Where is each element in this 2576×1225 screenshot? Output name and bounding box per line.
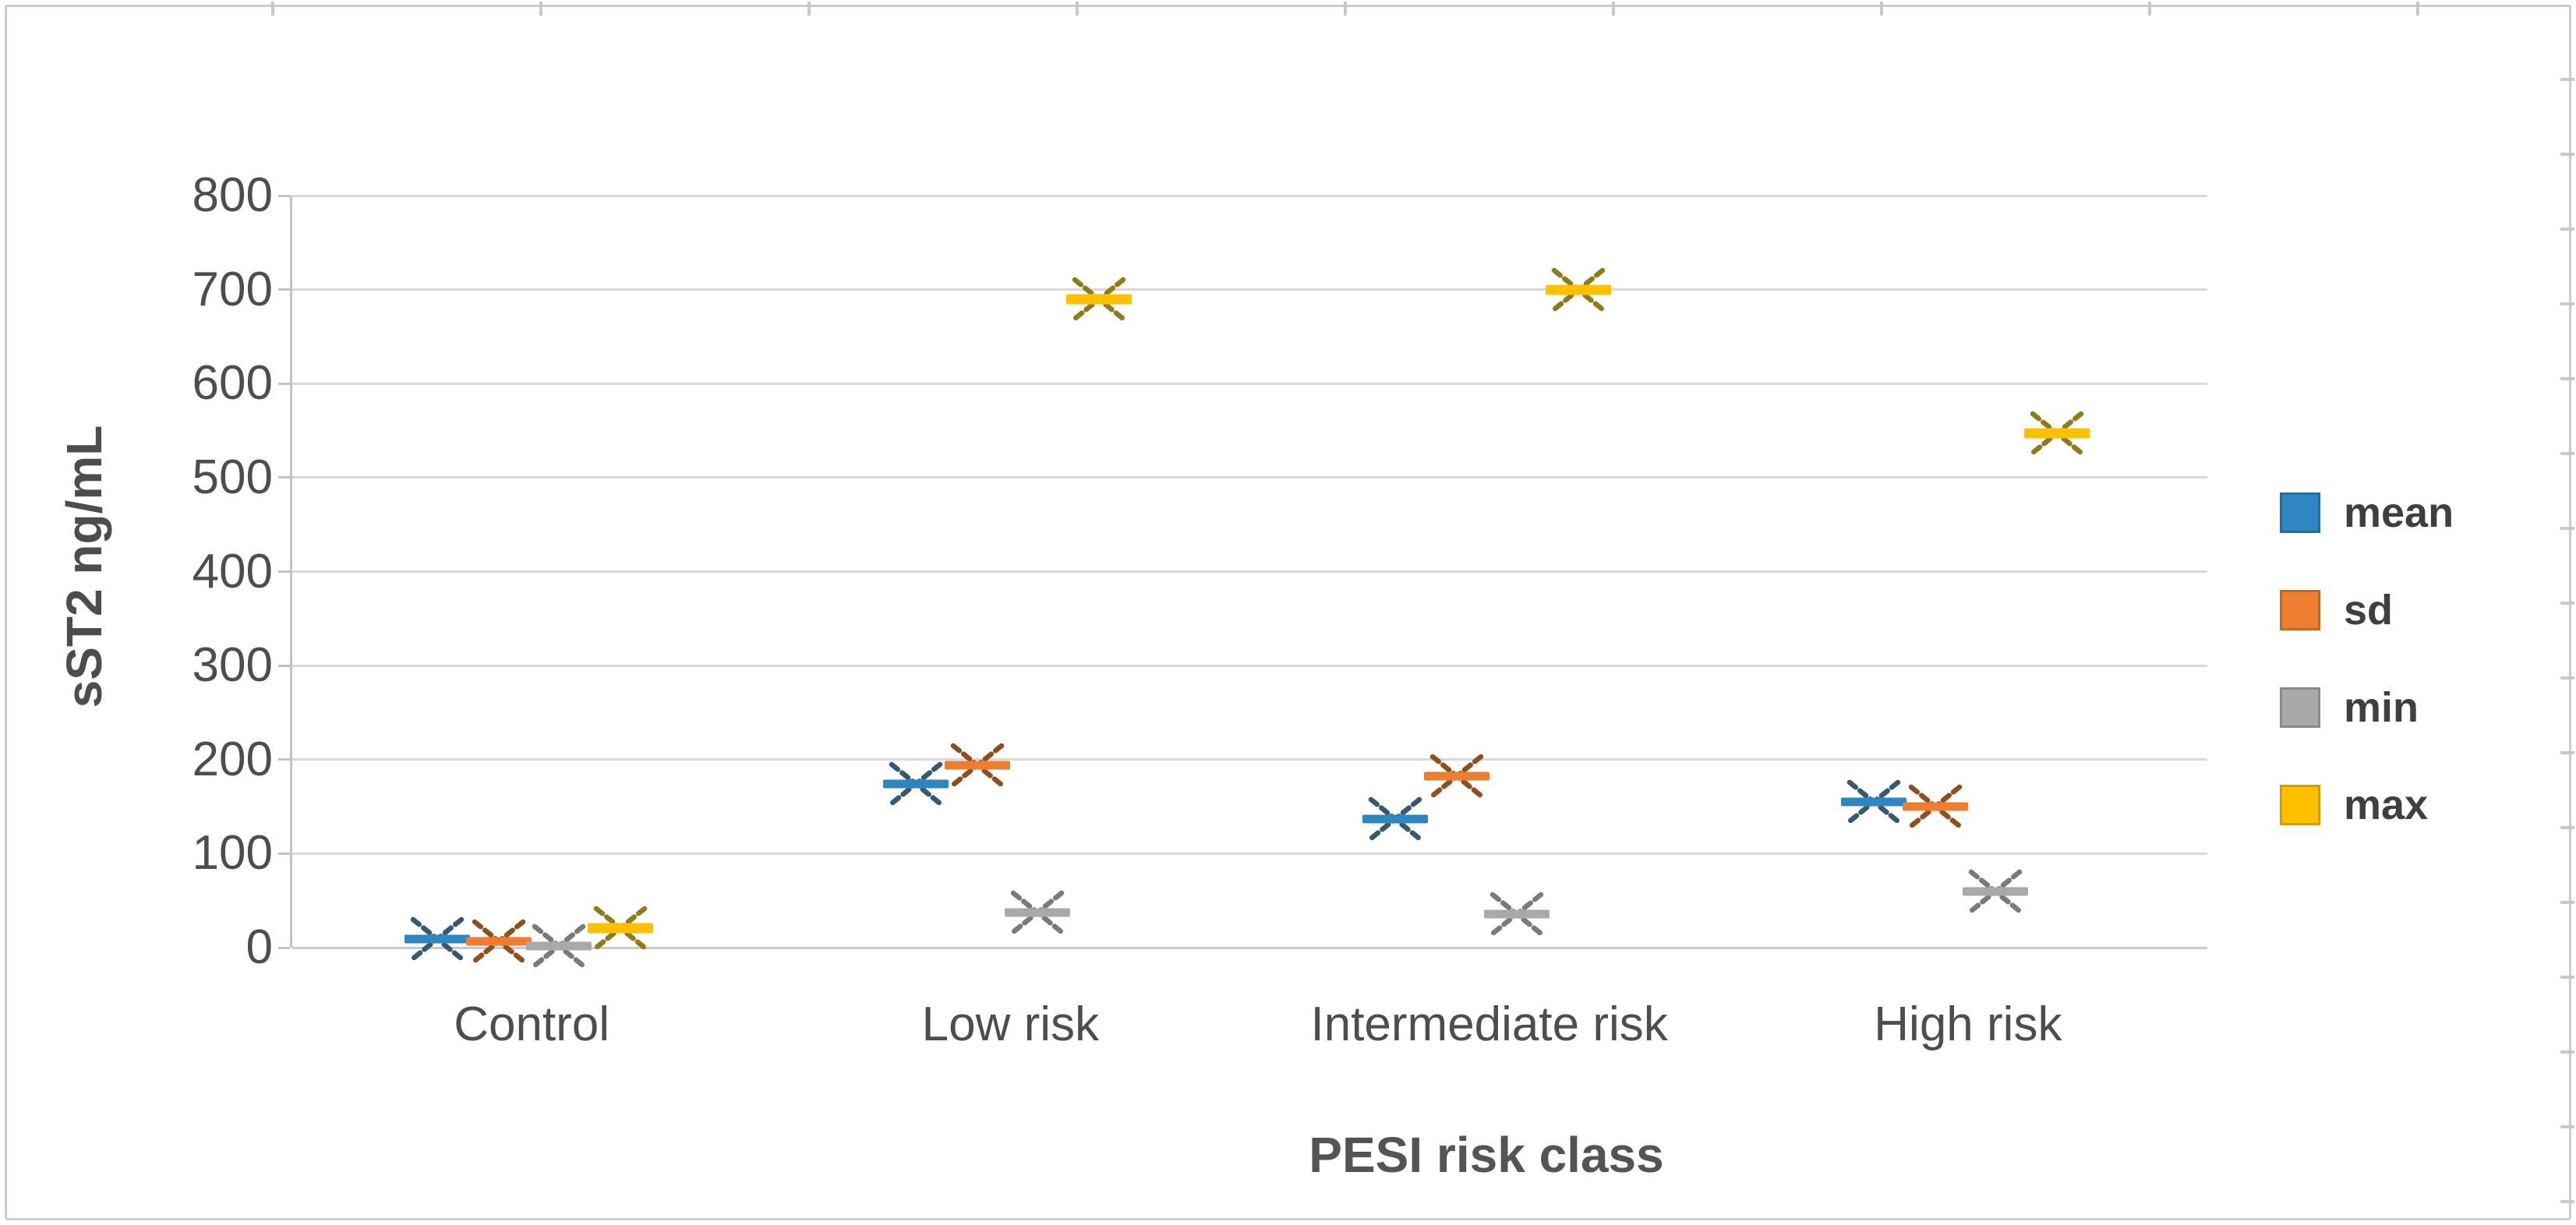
y-tick-mark-500 bbox=[278, 476, 290, 479]
legend-label-max: max bbox=[2344, 782, 2429, 828]
marker-min-low-risk bbox=[1003, 886, 1072, 939]
marker-sd-low-risk bbox=[943, 739, 1012, 792]
legend-swatch-min bbox=[2280, 687, 2320, 728]
border-tick-marks-top bbox=[6, 2, 2570, 16]
gridline-300 bbox=[292, 664, 2207, 667]
y-tick-label-500: 500 bbox=[192, 450, 273, 504]
y-tick-mark-700 bbox=[278, 288, 290, 291]
legend-swatch-max bbox=[2280, 785, 2320, 825]
legend: mean sd min max bbox=[2280, 0, 2568, 1225]
legend-label-min: min bbox=[2344, 684, 2419, 731]
marker-sd-high-risk bbox=[1901, 780, 1970, 833]
y-tick-label-100: 100 bbox=[192, 826, 273, 881]
y-axis-title: sST2 ng/mL bbox=[56, 425, 112, 708]
x-category-label-low-risk: Low risk bbox=[921, 997, 1100, 1051]
marker-mean-control bbox=[403, 913, 472, 966]
y-tick-mark-100 bbox=[278, 852, 290, 855]
x-category-label-high-risk: High risk bbox=[1874, 997, 2062, 1051]
gridline-700 bbox=[292, 288, 2207, 291]
x-category-label-intermediate-risk: Intermediate risk bbox=[1310, 997, 1668, 1051]
y-tick-mark-300 bbox=[278, 664, 290, 667]
gridline-400 bbox=[292, 570, 2207, 573]
marker-max-low-risk bbox=[1065, 273, 1133, 326]
y-tick-mark-600 bbox=[278, 382, 290, 385]
gridline-200 bbox=[292, 758, 2207, 761]
y-tick-mark-0 bbox=[278, 946, 290, 949]
marker-sd-intermediate-risk bbox=[1422, 750, 1491, 803]
y-axis-line bbox=[290, 196, 292, 948]
x-category-label-control: Control bbox=[454, 997, 610, 1051]
gridline-500 bbox=[292, 476, 2207, 479]
legend-swatch-sd bbox=[2280, 590, 2320, 630]
marker-mean-high-risk bbox=[1839, 775, 1908, 828]
marker-mean-low-risk bbox=[882, 757, 950, 810]
border-tick-marks-right bbox=[2560, 6, 2574, 1219]
gridline-800 bbox=[292, 194, 2207, 197]
marker-max-control bbox=[586, 902, 655, 955]
gridline-100 bbox=[292, 852, 2207, 855]
y-tick-label-700: 700 bbox=[192, 262, 273, 316]
marker-min-intermediate-risk bbox=[1482, 888, 1551, 941]
gridline-0 bbox=[292, 946, 2207, 949]
y-tick-label-300: 300 bbox=[192, 638, 273, 693]
y-tick-mark-200 bbox=[278, 758, 290, 761]
marker-mean-intermediate-risk bbox=[1361, 793, 1429, 845]
marker-min-control bbox=[525, 920, 593, 973]
y-tick-label-200: 200 bbox=[192, 732, 273, 786]
marker-max-high-risk bbox=[2023, 407, 2091, 460]
legend-label-mean: mean bbox=[2344, 489, 2454, 536]
y-tick-label-400: 400 bbox=[192, 544, 273, 598]
y-tick-mark-400 bbox=[278, 570, 290, 573]
marker-max-intermediate-risk bbox=[1544, 263, 1613, 316]
y-tick-label-800: 800 bbox=[192, 168, 273, 222]
y-tick-mark-800 bbox=[278, 194, 290, 197]
plot-area bbox=[292, 196, 2207, 948]
x-axis-title: PESI risk class bbox=[1309, 1127, 1664, 1183]
marker-sd-control bbox=[465, 915, 533, 968]
gridline-600 bbox=[292, 382, 2207, 385]
y-tick-label-0: 0 bbox=[246, 920, 273, 974]
y-tick-label-600: 600 bbox=[192, 356, 273, 411]
legend-label-sd: sd bbox=[2344, 587, 2394, 634]
legend-swatch-mean bbox=[2280, 492, 2320, 533]
marker-min-high-risk bbox=[1961, 865, 2030, 918]
